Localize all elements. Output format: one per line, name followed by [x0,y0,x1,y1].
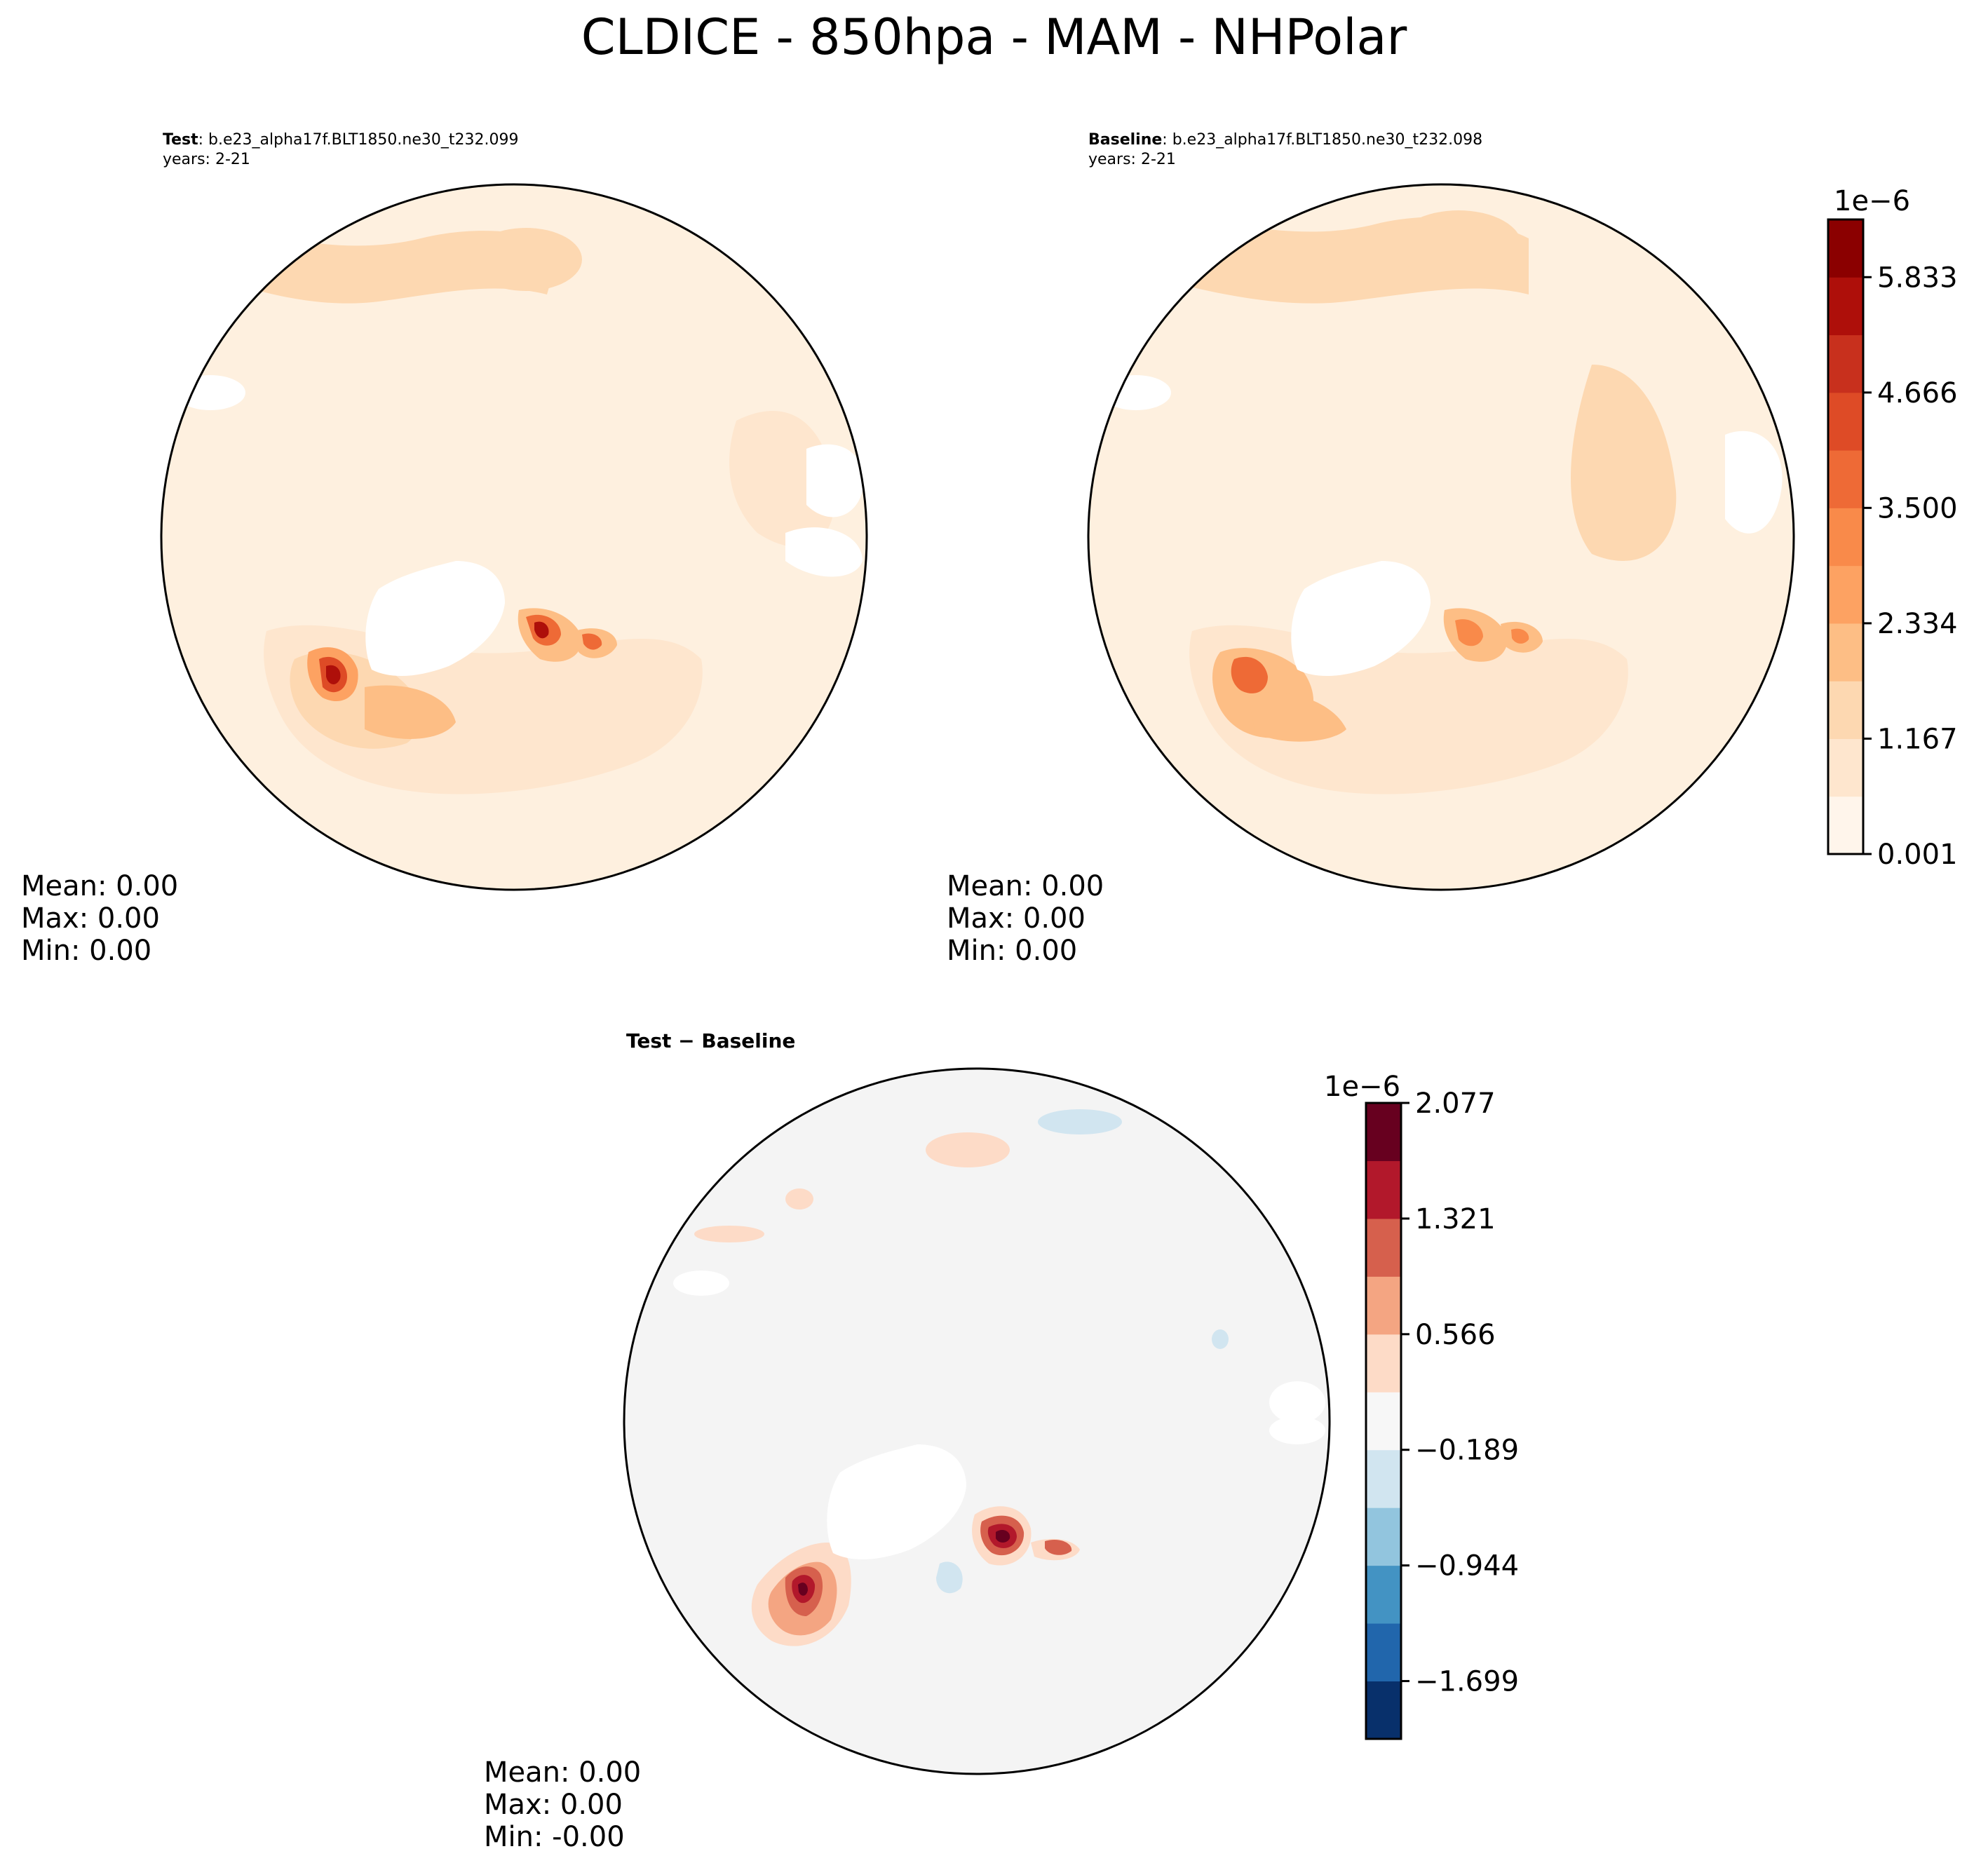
colorbar-segment [1366,1218,1401,1277]
test-label: Test [163,131,198,149]
colorbar-segment [1366,1392,1401,1451]
colorbar-segment [1366,1103,1401,1161]
colorbar-segment [1828,508,1863,567]
baseline-map [1087,183,1795,891]
baseline-label: Baseline [1088,131,1163,149]
test-stats: Mean: 0.00 Max: 0.00 Min: 0.00 [21,870,178,967]
test-max: Max: 0.00 [21,902,160,935]
colorbar-segment [1366,1160,1401,1219]
diff-colorbar-exponent: 1e−6 [1324,1071,1400,1103]
colorbar-segment [1828,796,1863,855]
colorbar-tick-label: 0.566 [1415,1319,1496,1351]
colorbar-segment [1828,450,1863,508]
test-case: : b.e23_alpha17f.BLT1850.ne30_t232.099 [198,131,519,149]
test-map-border [160,183,868,891]
diff-map [623,1067,1331,1775]
test-mean: Mean: 0.00 [21,870,179,902]
figure-title: CLDICE - 850hpa - MAM - NHPolar [581,8,1407,66]
colorbar-tick-label: 5.833 [1877,262,1958,294]
main-colorbar: 5.833 4.666 3.500 2.334 1.167 0.001 [1827,218,1958,871]
colorbar-segment [1828,277,1863,336]
colorbar-tick-label: 1.321 [1415,1203,1496,1235]
colorbar-segment [1366,1507,1401,1566]
colorbar-tick-label: 3.500 [1877,492,1958,524]
test-min: Min: 0.00 [21,935,152,967]
colorbar-segment [1828,623,1863,682]
colorbar-segment [1828,392,1863,451]
test-caption: Test: b.e23_alpha17f.BLT1850.ne30_t232.0… [163,130,518,150]
diff-title: Test − Baseline [626,1029,796,1052]
baseline-years: years: 2-21 [1088,151,1176,168]
test-map-fills [175,224,864,794]
colorbar-tick-label: −0.944 [1415,1550,1519,1583]
colorbar-tick-label: 0.001 [1877,839,1958,871]
diff-stats: Mean: 0.00 Max: 0.00 Min: -0.00 [484,1756,641,1853]
test-years: years: 2-21 [163,151,250,168]
colorbar-segment [1366,1565,1401,1624]
colorbar-tick-label: 2.334 [1877,608,1958,640]
colorbar-segment [1828,681,1863,739]
colorbar-outline [1827,218,1865,855]
diff-max: Max: 0.00 [484,1789,623,1821]
baseline-caption: Baseline: b.e23_alpha17f.BLT1850.ne30_t2… [1088,130,1482,150]
colorbar-segment [1366,1276,1401,1335]
baseline-stats: Mean: 0.00 Max: 0.00 Min: 0.00 [947,870,1104,967]
colorbar-segment [1828,334,1863,393]
main-colorbar-exponent: 1e−6 [1834,185,1910,217]
diff-map-border [623,1067,1331,1775]
baseline-case: : b.e23_alpha17f.BLT1850.ne30_t232.098 [1162,131,1483,149]
baseline-mean: Mean: 0.00 [947,870,1104,902]
colorbar-segment [1828,738,1863,797]
diff-map-disc [624,1069,1330,1774]
colorbar-tick-label: −1.699 [1415,1666,1519,1698]
colorbar-tick-label: −0.189 [1415,1435,1519,1467]
colorbar-segment [1828,565,1863,624]
diff-mean: Mean: 0.00 [484,1756,642,1789]
baseline-map-fills [1101,210,1783,794]
colorbar-segment [1366,1623,1401,1682]
colorbar-tick-label: 1.167 [1877,723,1958,755]
baseline-max: Max: 0.00 [947,902,1086,935]
colorbar-segment [1828,219,1863,278]
baseline-map-border [1087,183,1795,891]
colorbar-tick-label: 2.077 [1415,1088,1496,1120]
colorbar-outline [1365,1102,1402,1740]
colorbar-segment [1366,1681,1401,1740]
baseline-min: Min: 0.00 [947,935,1078,967]
colorbar-tick-label: 4.666 [1877,377,1958,409]
test-map [160,183,868,891]
diff-colorbar: 2.077 1.321 0.566 −0.189 −0.944 −1.699 [1365,1088,1519,1740]
diff-min: Min: -0.00 [484,1821,625,1853]
colorbar-segment [1366,1449,1401,1508]
diff-map-fills [673,1109,1325,1646]
colorbar-segment [1366,1334,1401,1393]
